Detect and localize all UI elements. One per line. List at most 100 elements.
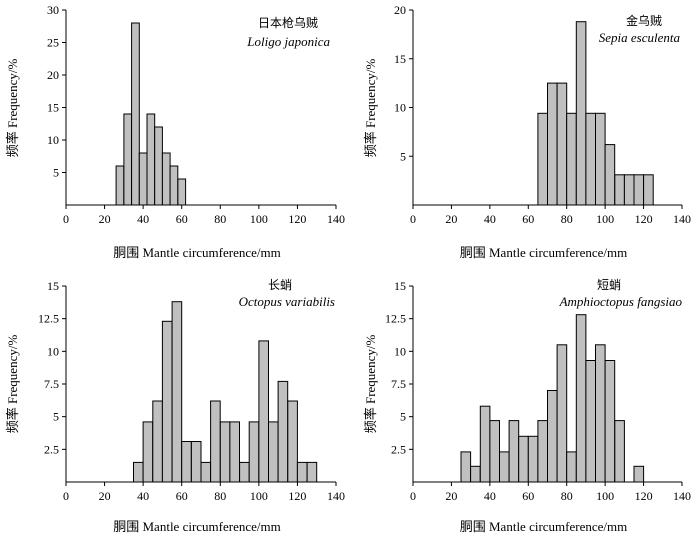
histogram-bar bbox=[177, 178, 187, 206]
species-name-zh: 金乌贼 bbox=[626, 13, 662, 28]
histogram-bar bbox=[614, 420, 625, 483]
panel-loligo-japonica: 0 20 40 60 80 100 120 140 5 10 15 20 25 30 日本枪乌贼 Loli… bbox=[5, 3, 345, 260]
histogram-bar bbox=[169, 165, 179, 206]
x-tick-label: 60 bbox=[176, 212, 188, 226]
x-tick-label: 40 bbox=[484, 212, 496, 226]
x-tick-label: 80 bbox=[561, 489, 573, 503]
histogram-bar bbox=[479, 405, 491, 483]
histogram-bar bbox=[575, 21, 587, 206]
histogram-bar bbox=[229, 421, 240, 483]
x-axis-title: 胴围 Mantle circumference/mm bbox=[113, 519, 281, 534]
x-tick-label: 40 bbox=[137, 489, 149, 503]
histogram-bar bbox=[499, 451, 510, 483]
y-tick-label: 7.5 bbox=[44, 377, 59, 391]
histogram-bar bbox=[527, 435, 539, 483]
histogram-bar bbox=[248, 421, 260, 483]
ticks-loligo: 0 20 40 60 80 100 120 140 5 10 15 20 25 30 bbox=[47, 3, 345, 226]
histogram-bar bbox=[595, 344, 606, 483]
x-tick-label: 0 bbox=[63, 489, 69, 503]
x-tick-label: 0 bbox=[63, 212, 69, 226]
histogram-bar bbox=[566, 451, 577, 483]
x-axis-title: 胴围 Mantle circumference/mm bbox=[460, 519, 628, 534]
y-tick-label: 20 bbox=[394, 3, 406, 17]
y-tick-label: 15 bbox=[47, 101, 59, 115]
histogram-bar bbox=[585, 360, 597, 483]
x-tick-label: 140 bbox=[327, 489, 345, 503]
histogram-bar bbox=[575, 314, 587, 483]
x-tick-label: 20 bbox=[99, 212, 111, 226]
histogram-bar bbox=[306, 461, 318, 483]
y-tick-label: 5 bbox=[53, 410, 59, 424]
histogram-bar bbox=[268, 421, 279, 483]
y-axis-title: 频率 Frequency/% bbox=[5, 59, 20, 158]
x-tick-label: 140 bbox=[327, 212, 345, 226]
x-tick-label: 120 bbox=[635, 212, 653, 226]
bars-octopus bbox=[133, 301, 318, 483]
histogram-bar bbox=[115, 165, 125, 206]
x-tick-label: 60 bbox=[522, 212, 534, 226]
histogram-bar bbox=[142, 421, 154, 483]
species-name-zh: 短蛸 bbox=[597, 278, 621, 292]
histogram-bar bbox=[161, 320, 173, 483]
histogram-bar bbox=[537, 112, 549, 206]
y-tick-label: 2.5 bbox=[44, 442, 59, 456]
y-tick-label: 10 bbox=[394, 344, 406, 358]
y-axis-title: 频率 Frequency/% bbox=[5, 335, 20, 434]
y-tick-label: 5 bbox=[400, 149, 406, 163]
bars-amphioctopus bbox=[460, 314, 645, 483]
histogram-bar bbox=[152, 400, 163, 483]
x-tick-label: 140 bbox=[673, 212, 691, 226]
histogram-bar bbox=[200, 461, 212, 483]
histogram-bar bbox=[614, 174, 625, 206]
y-tick-label: 10 bbox=[47, 344, 59, 358]
x-tick-label: 120 bbox=[288, 212, 306, 226]
x-axis-title: 胴围 Mantle circumference/mm bbox=[460, 245, 628, 260]
histogram-bar bbox=[138, 152, 148, 206]
y-tick-label: 30 bbox=[47, 3, 59, 17]
histogram-bar bbox=[537, 420, 549, 483]
histogram-bar bbox=[258, 340, 269, 483]
y-axis-title: 频率 Frequency/% bbox=[363, 335, 378, 434]
x-tick-label: 60 bbox=[522, 489, 534, 503]
x-tick-label: 140 bbox=[673, 489, 691, 503]
x-tick-label: 40 bbox=[484, 489, 496, 503]
y-tick-label: 10 bbox=[394, 101, 406, 115]
x-tick-label: 80 bbox=[214, 212, 226, 226]
y-tick-label: 12.5 bbox=[385, 312, 406, 326]
histogram-bar bbox=[146, 113, 156, 206]
histogram-bar bbox=[296, 461, 308, 483]
histogram-bar bbox=[508, 420, 520, 483]
histogram-bar bbox=[566, 112, 577, 206]
x-tick-label: 120 bbox=[635, 489, 653, 503]
histogram-bar bbox=[123, 113, 133, 206]
x-tick-label: 100 bbox=[596, 212, 614, 226]
histogram-bar bbox=[277, 380, 289, 483]
bars-loligo bbox=[115, 22, 187, 206]
x-tick-label: 120 bbox=[288, 489, 306, 503]
histogram-bar bbox=[547, 82, 558, 206]
histogram-bar bbox=[239, 461, 250, 483]
histogram-bar bbox=[210, 400, 221, 483]
x-tick-label: 20 bbox=[445, 489, 457, 503]
histogram-bar bbox=[633, 465, 645, 483]
histogram-bar bbox=[585, 112, 597, 206]
panel-sepia-esculenta: 0 20 40 60 80 100 120 140 5 10 15 20 金乌贼 Sepia escu… bbox=[363, 3, 691, 260]
histogram-bar bbox=[470, 465, 481, 483]
histogram-bar bbox=[161, 152, 171, 206]
y-axis-title: 频率 Frequency/% bbox=[363, 59, 378, 158]
x-tick-label: 100 bbox=[250, 489, 268, 503]
histogram-bar bbox=[547, 390, 558, 483]
histogram-bar bbox=[287, 400, 298, 483]
y-tick-label: 15 bbox=[47, 279, 59, 293]
x-tick-label: 0 bbox=[410, 489, 416, 503]
x-tick-label: 0 bbox=[410, 212, 416, 226]
histogram-bar bbox=[171, 301, 183, 483]
species-name-latin: Sepia esculenta bbox=[599, 30, 681, 45]
x-tick-label: 20 bbox=[99, 489, 111, 503]
x-tick-label: 40 bbox=[137, 212, 149, 226]
histogram-bar bbox=[154, 126, 163, 206]
histogram-bar bbox=[633, 174, 645, 206]
ticks-amphioctopus: 0 20 40 60 80 100 120 140 2.5 5 7.5 10 12.5 15 bbox=[385, 279, 691, 503]
y-tick-label: 5 bbox=[400, 410, 406, 424]
histogram-bar bbox=[623, 174, 635, 206]
